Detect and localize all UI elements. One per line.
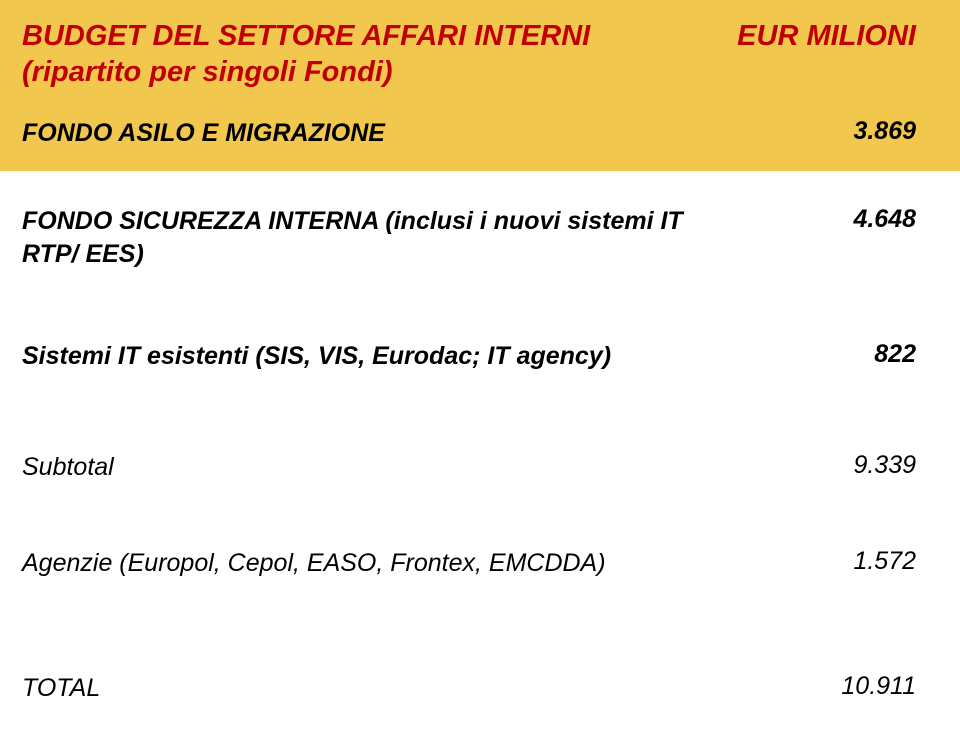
header-unit: EUR MILIONI <box>737 18 916 53</box>
row-subtotal: Subtotal 9.339 <box>0 421 960 524</box>
row-asilo-value: 3.869 <box>853 117 916 146</box>
row-sicurezza-label-line1: FONDO SICUREZZA INTERNA (inclusi i nuovi… <box>22 207 683 235</box>
row-subtotal-label: Subtotal <box>22 451 114 484</box>
row-sicurezza-label: FONDO SICUREZZA INTERNA (inclusi i nuovi… <box>22 205 683 270</box>
row-agenzie: Agenzie (Europol, Cepol, EASO, Frontex, … <box>0 523 960 642</box>
table-header: BUDGET DEL SETTORE AFFARI INTERNI (ripar… <box>0 0 960 109</box>
row-asilo: FONDO ASILO E MIGRAZIONE 3.869 <box>0 109 960 172</box>
row-sicurezza-label-line2: RTP/ EES) <box>22 240 144 268</box>
row-agenzie-value: 1.572 <box>853 547 916 576</box>
header-title-line1: BUDGET DEL SETTORE AFFARI INTERNI <box>22 20 590 52</box>
row-sistemi-it-value: 822 <box>874 340 916 369</box>
row-sistemi-it-label: Sistemi IT esistenti (SIS, VIS, Eurodac;… <box>22 340 611 373</box>
header-title: BUDGET DEL SETTORE AFFARI INTERNI (ripar… <box>22 18 590 91</box>
row-total-label: TOTAL <box>22 672 100 705</box>
row-sicurezza-value: 4.648 <box>853 205 916 234</box>
row-sistemi-it: Sistemi IT esistenti (SIS, VIS, Eurodac;… <box>0 310 960 421</box>
row-agenzie-label: Agenzie (Europol, Cepol, EASO, Frontex, … <box>22 547 606 580</box>
row-total: TOTAL 10.911 <box>0 642 960 734</box>
row-sicurezza: FONDO SICUREZZA INTERNA (inclusi i nuovi… <box>0 171 960 310</box>
header-title-line2: (ripartito per singoli Fondi) <box>22 56 393 88</box>
row-subtotal-value: 9.339 <box>853 451 916 480</box>
row-asilo-label: FONDO ASILO E MIGRAZIONE <box>22 117 385 150</box>
row-total-value: 10.911 <box>841 672 916 701</box>
